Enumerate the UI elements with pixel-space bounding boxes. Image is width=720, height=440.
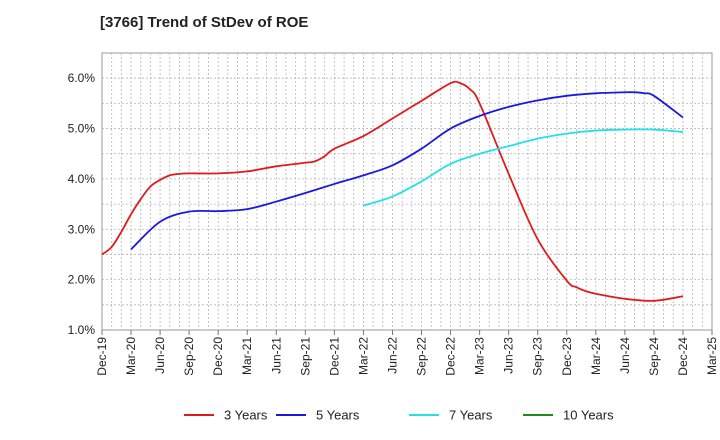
x-tick-label: Jun-23: [502, 337, 516, 374]
plot-area: [101, 52, 713, 331]
legend-label-7-years: 7 Years: [449, 408, 493, 423]
x-tick-label: Dec-24: [676, 337, 690, 376]
y-tick-label: 1.0%: [68, 323, 96, 337]
x-tick-label: Mar-21: [240, 337, 254, 375]
series-line-3-years: [101, 80, 684, 302]
x-tick-label: Dec-22: [444, 337, 458, 376]
legend-label-3-years: 3 Years: [224, 408, 268, 423]
x-tick-label: Jun-22: [385, 337, 399, 374]
x-tick-label: Dec-21: [327, 337, 341, 376]
x-tick-label: Mar-23: [473, 337, 487, 375]
x-tick-label: Jun-24: [618, 337, 632, 374]
x-tick-label: Sep-24: [647, 337, 661, 376]
x-tick-label: Dec-19: [95, 337, 109, 376]
series-line-7-years: [363, 128, 684, 207]
y-tick-label: 6.0%: [68, 71, 96, 85]
x-tick-label: Mar-20: [124, 337, 138, 375]
x-tick-label: Dec-23: [560, 337, 574, 376]
y-tick-label: 4.0%: [68, 172, 96, 186]
series-line-5-years: [130, 91, 684, 251]
x-tick-label: Jun-20: [153, 337, 167, 374]
x-tick-label: Dec-20: [211, 337, 225, 376]
chart-title: [3766] Trend of StDev of ROE: [100, 14, 309, 31]
y-tick-label: 2.0%: [68, 273, 96, 287]
legend-label-10-years: 10 Years: [563, 408, 614, 423]
x-tick-label: Mar-24: [589, 337, 603, 375]
x-tick-label: Mar-25: [705, 337, 719, 375]
x-tick-label: Sep-20: [182, 337, 196, 376]
x-tick-label: Sep-23: [531, 337, 545, 376]
legend-label-5-years: 5 Years: [316, 408, 360, 423]
x-tick-label: Jun-21: [269, 337, 283, 374]
x-tick-label: Sep-22: [415, 337, 429, 376]
x-tick-label: Sep-21: [298, 337, 312, 376]
legend: 3 Years 5 Years 7 Years 10 Years: [184, 408, 614, 423]
x-tick-label: Mar-22: [356, 337, 370, 375]
y-tick-label: 5.0%: [68, 122, 96, 136]
y-tick-label: 3.0%: [68, 222, 96, 236]
